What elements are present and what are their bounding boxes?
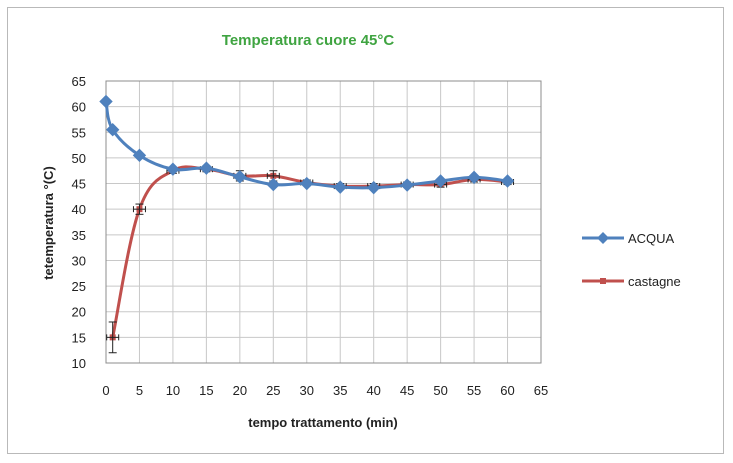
x-tick-label: 15 bbox=[199, 383, 213, 398]
legend: ACQUA castagne bbox=[582, 231, 681, 289]
data-point bbox=[500, 174, 515, 188]
data-point bbox=[266, 177, 281, 192]
legend-marker bbox=[600, 278, 606, 284]
data-point bbox=[366, 180, 381, 195]
data-point bbox=[400, 178, 414, 192]
legend-label: ACQUA bbox=[628, 231, 675, 246]
data-point bbox=[333, 180, 347, 194]
y-axis-title: tetemperatura °(C) bbox=[41, 166, 56, 280]
y-tick-label: 10 bbox=[72, 356, 86, 371]
x-tick-label: 65 bbox=[534, 383, 548, 398]
x-tick-label: 35 bbox=[333, 383, 347, 398]
y-tick-label: 50 bbox=[72, 151, 86, 166]
data-point bbox=[300, 176, 314, 191]
data-point bbox=[99, 94, 113, 109]
legend-item-castagne: castagne bbox=[582, 274, 681, 289]
data-point bbox=[199, 161, 214, 175]
series-acqua bbox=[99, 94, 515, 195]
data-point bbox=[467, 170, 481, 185]
y-tick-label: 45 bbox=[72, 177, 86, 192]
plot-area bbox=[105, 80, 542, 364]
data-point bbox=[132, 148, 147, 163]
x-axis-title: tempo trattamento (min) bbox=[248, 415, 398, 430]
y-tick-label: 65 bbox=[72, 74, 86, 89]
legend-label: castagne bbox=[628, 274, 681, 289]
x-tick-label: 20 bbox=[233, 383, 247, 398]
x-tick-label: 25 bbox=[266, 383, 280, 398]
y-tick-label: 35 bbox=[72, 228, 86, 243]
x-tick-label: 55 bbox=[467, 383, 481, 398]
legend-marker bbox=[597, 232, 609, 244]
x-tick-label: 10 bbox=[166, 383, 180, 398]
y-tick-label: 30 bbox=[72, 253, 86, 268]
y-axis-ticks: 10 15 20 25 30 35 40 45 50 55 60 65 bbox=[72, 74, 86, 371]
x-axis-ticks: 0 5 10 15 20 25 30 35 40 45 50 55 60 65 bbox=[102, 383, 548, 398]
x-tick-label: 50 bbox=[433, 383, 447, 398]
grid-lines bbox=[105, 80, 542, 364]
y-tick-label: 25 bbox=[72, 279, 86, 294]
y-tick-label: 15 bbox=[72, 330, 86, 345]
y-tick-label: 20 bbox=[72, 305, 86, 320]
y-tick-label: 60 bbox=[72, 100, 86, 115]
legend-item-acqua: ACQUA bbox=[582, 231, 675, 246]
y-tick-label: 40 bbox=[72, 202, 86, 217]
series-layer bbox=[99, 94, 515, 354]
x-tick-label: 60 bbox=[500, 383, 514, 398]
series-castagne bbox=[106, 165, 515, 354]
x-tick-label: 45 bbox=[400, 383, 414, 398]
x-tick-label: 30 bbox=[300, 383, 314, 398]
data-point bbox=[433, 174, 448, 188]
x-tick-label: 5 bbox=[136, 383, 143, 398]
data-point bbox=[233, 170, 247, 184]
y-tick-label: 55 bbox=[72, 125, 86, 140]
x-tick-label: 0 bbox=[102, 383, 109, 398]
data-point bbox=[105, 123, 120, 137]
chart-title: Temperatura cuore 45°C bbox=[222, 32, 395, 49]
data-point bbox=[166, 162, 180, 176]
x-tick-label: 40 bbox=[366, 383, 380, 398]
